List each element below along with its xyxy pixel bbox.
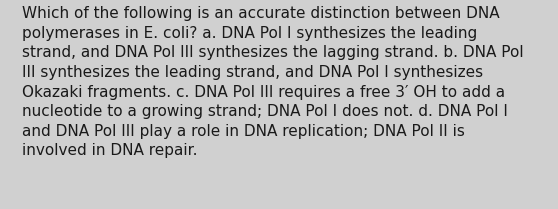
Text: Which of the following is an accurate distinction between DNA
polymerases in E. : Which of the following is an accurate di…	[22, 6, 524, 158]
